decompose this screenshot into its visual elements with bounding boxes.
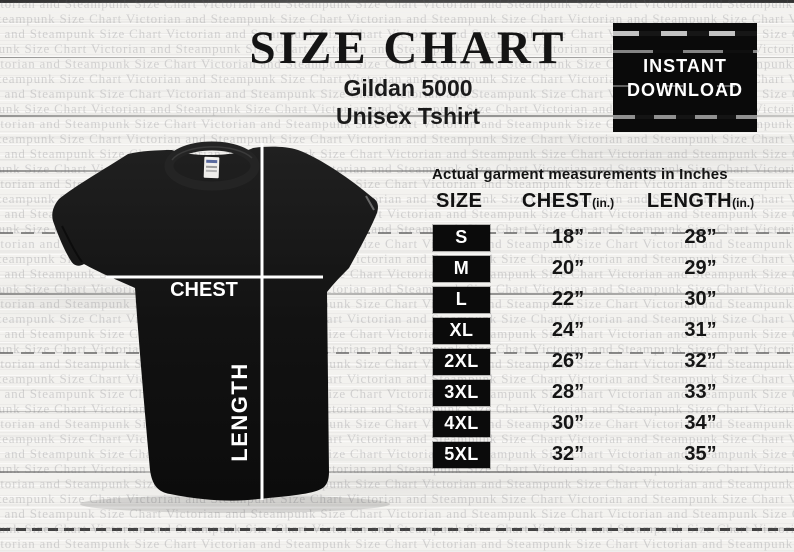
- subtitle-brand: Gildan 5000: [343, 75, 473, 101]
- table-row: L 22” 30”: [428, 284, 794, 315]
- distress-streak: [613, 115, 757, 119]
- size-badge: M: [433, 255, 490, 282]
- collar-highlight: [171, 146, 253, 161]
- chest-value: 30”: [551, 412, 585, 434]
- length-label: LENGTH: [227, 362, 252, 461]
- page-title: SIZE CHART: [249, 22, 567, 74]
- chest-label: CHEST: [170, 279, 238, 301]
- plank-seam: [0, 115, 794, 117]
- table-rows: S 18” 28” M 20” 29” L 22” 30” XL 24” 31” 2XL 26” 32” 3X…: [428, 222, 794, 470]
- tshirt-silhouette: [52, 146, 378, 501]
- col-length-unit: (in.): [732, 196, 755, 210]
- col-chest-header: CHEST(in.): [498, 190, 638, 213]
- distress-streak: [613, 31, 757, 36]
- plank-seam: [0, 471, 794, 473]
- size-badge: XL: [433, 317, 490, 344]
- tshirt-diagram: CHEST LENGTH: [0, 130, 440, 552]
- table-row: XL 24” 31”: [428, 315, 794, 346]
- length-value: 32”: [684, 350, 717, 372]
- length-value: 31”: [684, 319, 717, 341]
- chest-value: 24”: [551, 319, 585, 341]
- col-length-label: LENGTH: [646, 190, 733, 212]
- plank-seam: [0, 528, 794, 531]
- col-size-header: SIZE: [436, 190, 483, 212]
- table-row: 4XL 30” 34”: [428, 408, 794, 439]
- table-header-row: SIZE CHEST(in.) LENGTH(in.): [428, 190, 794, 213]
- plank-seam: [0, 170, 794, 172]
- length-value: 28”: [684, 226, 717, 248]
- title-block: SIZE CHART Gildan 5000 Unisex Tshirt: [212, 22, 604, 130]
- badge-line-instant: INSTANT: [643, 55, 727, 76]
- plank-seam: [0, 411, 794, 412]
- shirt-shadow: [80, 495, 390, 513]
- plank-seam: [0, 352, 794, 354]
- plank-seam: [0, 232, 794, 234]
- size-badge: 2XL: [433, 348, 490, 375]
- chest-value: 18”: [551, 226, 585, 248]
- size-table: Actual garment measurements in Inches SI…: [428, 166, 794, 470]
- distress-streak: [613, 50, 757, 53]
- distress-streak: [613, 85, 757, 87]
- size-badge: S: [433, 224, 490, 251]
- chest-value: 28”: [551, 381, 585, 403]
- length-value: 33”: [684, 381, 717, 403]
- chest-value: 20”: [551, 257, 585, 279]
- table-note: Actual garment measurements in Inches: [432, 166, 728, 183]
- subtitle-style: Unisex Tshirt: [336, 103, 480, 129]
- length-value: 30”: [684, 288, 717, 310]
- size-badge: L: [433, 286, 490, 313]
- collar-tag: [203, 156, 220, 179]
- tshirt-graphic: CHEST LENGTH: [52, 141, 390, 513]
- size-badge: 5XL: [433, 441, 490, 468]
- plank-seam: [0, 0, 794, 3]
- table-row: 3XL 28” 33”: [428, 377, 794, 408]
- col-chest-label: CHEST: [521, 190, 593, 212]
- chest-value: 22”: [551, 288, 585, 310]
- table-row: 2XL 26” 32”: [428, 346, 794, 377]
- plank-seam: [0, 293, 794, 295]
- size-badge: 4XL: [433, 410, 490, 437]
- size-badge: 3XL: [433, 379, 490, 406]
- tshirt-collar: [164, 141, 260, 191]
- instant-download-badge: INSTANT DOWNLOAD: [613, 23, 757, 132]
- plank-seam: [0, 57, 794, 58]
- sleeve-fold-line: [61, 225, 83, 263]
- length-value: 34”: [684, 412, 717, 434]
- col-chest-unit: (in.): [592, 196, 615, 210]
- table-row: M 20” 29”: [428, 253, 794, 284]
- length-value: 35”: [684, 443, 717, 465]
- badge-line-download: DOWNLOAD: [627, 79, 743, 100]
- table-row: S 18” 28”: [428, 222, 794, 253]
- col-length-header: LENGTH(in.): [638, 190, 763, 213]
- table-row: 5XL 32” 35”: [428, 439, 794, 470]
- cuff-highlight: [365, 195, 375, 211]
- length-value: 29”: [684, 257, 717, 279]
- chest-value: 26”: [551, 350, 585, 372]
- chest-value: 32”: [551, 443, 585, 465]
